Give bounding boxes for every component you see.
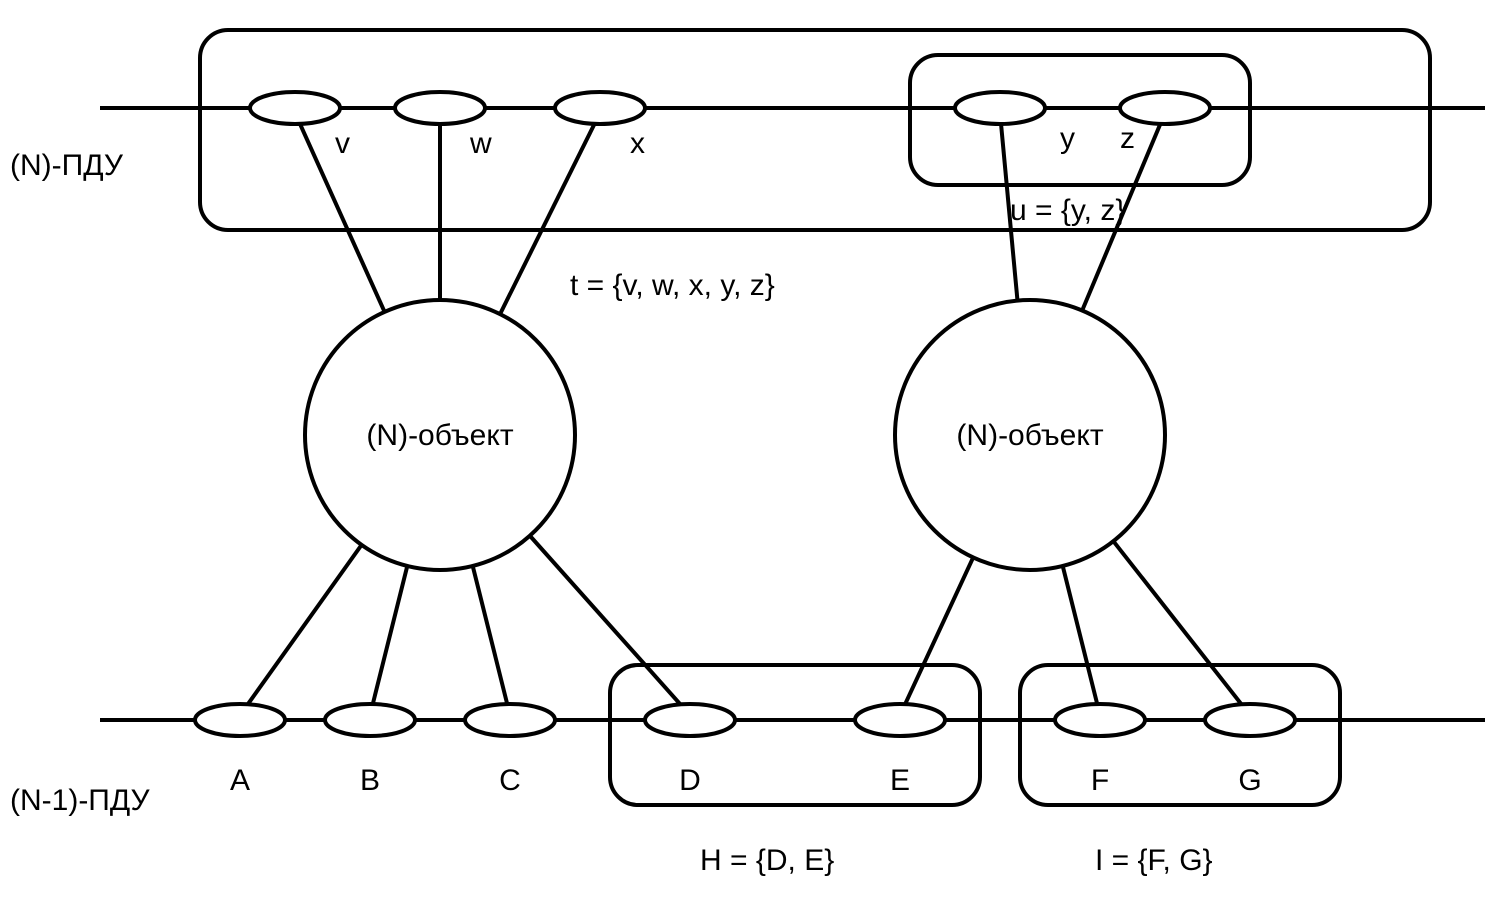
edge [1063,566,1100,715]
side-label-top: (N)-ПДУ [10,149,124,182]
sap-A [195,704,285,736]
sap-C [465,704,555,736]
sap-label-z: z [1120,122,1135,155]
sap-x [555,92,645,124]
sap-B [325,704,415,736]
side-label-bottom: (N-1)-ПДУ [10,784,151,817]
set-label-I: I = {F, G} [1095,844,1213,877]
sap-label-A: A [230,764,250,797]
sap-z [1120,92,1210,124]
sap-D [645,704,735,736]
sap-label-y: y [1060,122,1075,155]
sap-label-x: x [630,127,645,160]
group-I-rect [1020,665,1340,805]
edge [473,566,510,715]
sap-v [250,92,340,124]
sap-y [955,92,1045,124]
sap-label-v: v [335,127,350,160]
sap-label-B: B [360,764,380,797]
sap-label-C: C [499,764,521,797]
edge [370,566,407,715]
entity-label-left: (N)-объект [366,419,513,452]
sap-E [855,704,945,736]
set-label-u: u = {y, z} [1010,194,1125,227]
entity-label-right: (N)-объект [956,419,1103,452]
set-label-t: t = {v, w, x, y, z} [570,269,775,302]
set-label-H: H = {D, E} [700,844,834,877]
edge [1113,541,1250,715]
sap-label-w: w [469,127,492,160]
sap-label-E: E [890,764,910,797]
edge [900,557,973,715]
sap-label-D: D [679,764,701,797]
sap-G [1205,704,1295,736]
sap-label-G: G [1238,764,1261,797]
sap-F [1055,704,1145,736]
group-t-rect [200,30,1430,230]
edge [240,545,362,715]
diagram-canvas: (N)-ПДУ (N-1)-ПДУ v w x y z u = {y, z} t = {v, w… [0,0,1485,906]
sap-label-F: F [1091,764,1109,797]
sap-w [395,92,485,124]
